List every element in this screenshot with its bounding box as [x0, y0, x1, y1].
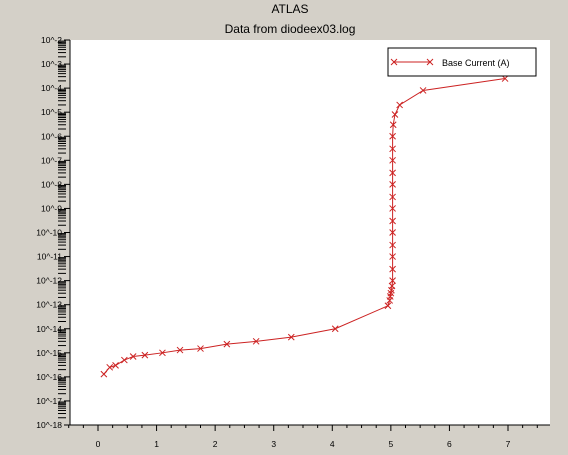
- data-point-marker: [106, 363, 114, 371]
- x-tick-label: 3: [271, 439, 276, 449]
- y-tick-label: 10^-7: [41, 155, 62, 165]
- y-tick-label: 10^-9: [41, 203, 62, 213]
- x-tick-label: 5: [388, 439, 393, 449]
- data-point-marker: [396, 101, 403, 109]
- legend-label: Base Current (A): [442, 58, 510, 68]
- data-point-marker: [252, 337, 260, 345]
- data-point-marker: [331, 325, 339, 333]
- y-tick-label: 10^-15: [36, 348, 62, 358]
- legend-marker: [426, 58, 434, 66]
- y-tick-label: 10^-6: [41, 131, 62, 141]
- data-point-marker: [389, 145, 396, 153]
- legend[interactable]: Base Current (A): [387, 47, 537, 77]
- data-point-marker: [176, 346, 184, 354]
- data-point-marker: [501, 75, 509, 82]
- x-tick-label: 1: [154, 439, 159, 449]
- data-point-marker: [389, 121, 397, 129]
- y-tick-label: 10^-3: [41, 59, 62, 69]
- data-point-marker: [389, 156, 396, 164]
- data-point-marker: [389, 253, 396, 260]
- data-point-marker: [100, 370, 108, 378]
- y-tick-label: 10^-10: [36, 228, 62, 238]
- y-tick-label: 10^-17: [36, 396, 62, 406]
- chart-subtitle: Data from diodeex03.log: [225, 22, 356, 36]
- data-point-marker: [121, 356, 128, 364]
- y-axis: 10^-2 10^-3 10^-4 10^-5 10^-6 10^-7 10^-8 10^-9…: [36, 35, 71, 430]
- data-point-marker: [419, 87, 427, 94]
- y-tick-label: 10^-8: [41, 179, 62, 189]
- y-tick-label: 10^-2: [41, 35, 62, 45]
- data-point-marker: [389, 265, 396, 273]
- y-tick-label: 10^-5: [41, 107, 62, 117]
- x-tick-label: 4: [330, 439, 335, 449]
- data-point-marker: [384, 302, 392, 310]
- data-point-marker: [112, 362, 119, 369]
- x-tick-label: 6: [447, 439, 452, 449]
- data-point-marker: [389, 205, 396, 212]
- y-tick-label: 10^-4: [41, 83, 62, 93]
- data-point-marker: [389, 241, 396, 249]
- data-point-marker: [159, 349, 166, 357]
- legend-marker: [390, 58, 398, 66]
- x-tick-label: 2: [213, 439, 218, 449]
- y-tick-label: 10^-16: [36, 372, 62, 382]
- y-tick-label: 10^-11: [37, 252, 62, 262]
- data-point-marker: [389, 229, 396, 236]
- y-tick-label: 10^-18: [36, 420, 62, 430]
- data-point-marker: [389, 169, 396, 177]
- data-point-marker: [389, 132, 396, 140]
- data-point-marker: [287, 333, 295, 341]
- x-tick-label: 7: [506, 439, 511, 449]
- data-point-marker: [129, 353, 137, 360]
- x-tick-label: 0: [96, 439, 101, 449]
- data-point-marker: [141, 351, 149, 359]
- plot-area: [70, 40, 550, 425]
- data-point-marker: [388, 282, 396, 290]
- data-point-marker: [391, 111, 399, 118]
- y-tick-label: 10^-13: [36, 300, 62, 310]
- y-tick-label: 10^-14: [36, 324, 62, 334]
- series-layer: [100, 75, 509, 378]
- data-point-marker: [223, 340, 231, 348]
- chart-title: ATLAS: [271, 2, 308, 16]
- data-point-marker: [197, 345, 204, 352]
- data-point-marker: [389, 193, 396, 201]
- data-point-marker: [389, 181, 396, 188]
- y-tick-label: 10^-12: [36, 276, 62, 286]
- x-axis: 0 1 2 3 4 5 6 7: [68, 424, 550, 449]
- data-point-marker: [389, 277, 396, 284]
- data-point-marker: [389, 217, 396, 225]
